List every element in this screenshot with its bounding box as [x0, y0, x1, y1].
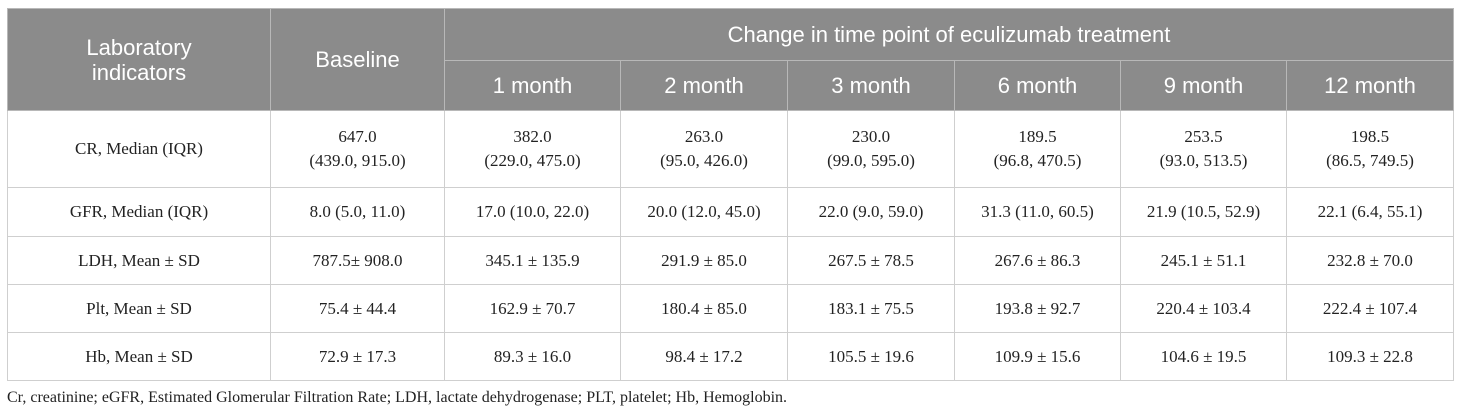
- table-cell: 291.9 ± 85.0: [620, 236, 788, 285]
- table-cell: 245.1 ± 51.1: [1120, 236, 1287, 285]
- row-label: GFR, Median (IQR): [7, 187, 271, 237]
- table-cell: 222.4 ± 107.4: [1286, 284, 1454, 333]
- table-row: LDH, Mean ± SD 787.5± 908.0 345.1 ± 135.9 2…: [7, 236, 1454, 285]
- table-row: CR, Median (IQR) 647.0 (439.0, 915.0) 382.0…: [7, 110, 1454, 188]
- table-cell: 20.0 (12.0, 45.0): [620, 187, 788, 237]
- table-cell: 647.0 (439.0, 915.0): [270, 110, 445, 188]
- cell-line: (86.5, 749.5): [1326, 151, 1414, 170]
- table-cell: 232.8 ± 70.0: [1286, 236, 1454, 285]
- table-cell: 104.6 ± 19.5: [1120, 332, 1287, 381]
- cell-line: (96.8, 470.5): [993, 151, 1082, 170]
- header-cell: Laboratory indicators: [7, 8, 271, 111]
- cell-line: 230.0: [851, 127, 891, 146]
- table-cell: 230.0 (99.0, 595.0): [787, 110, 955, 188]
- cell-line: (93.0, 513.5): [1159, 151, 1248, 170]
- table-cell: 98.4 ± 17.2: [620, 332, 788, 381]
- table-cell: 105.5 ± 19.6: [787, 332, 955, 381]
- table-cell: 787.5± 908.0: [270, 236, 445, 285]
- table-row: Hb, Mean ± SD 72.9 ± 17.3 89.3 ± 16.0 98.4 …: [7, 332, 1454, 381]
- cell-line: (99.0, 595.0): [827, 151, 915, 170]
- table-cell: 345.1 ± 135.9: [444, 236, 621, 285]
- table-cell: 109.3 ± 22.8: [1286, 332, 1454, 381]
- table-cell: 253.5 (93.0, 513.5): [1120, 110, 1287, 188]
- row-label: Plt, Mean ± SD: [7, 284, 271, 333]
- header-cell: 6 month: [954, 60, 1121, 111]
- header-cell: 1 month: [444, 60, 621, 111]
- table-cell: 180.4 ± 85.0: [620, 284, 788, 333]
- table-cell: 263.0 (95.0, 426.0): [620, 110, 788, 188]
- cell-line: 263.0: [684, 127, 724, 146]
- table-cell: 72.9 ± 17.3: [270, 332, 445, 381]
- table-cell: 198.5 (86.5, 749.5): [1286, 110, 1454, 188]
- table-cell: 22.0 (9.0, 59.0): [787, 187, 955, 237]
- table-cell: 193.8 ± 92.7: [954, 284, 1121, 333]
- cell-line: (439.0, 915.0): [309, 151, 406, 170]
- table-cell: 31.3 (11.0, 60.5): [954, 187, 1121, 237]
- header-cell: 12 month: [1286, 60, 1454, 111]
- cell-line: 647.0: [338, 127, 377, 146]
- table-wrap: Laboratory indicators Baseline Change in…: [7, 8, 1454, 381]
- footnote: Cr, creatinine; eGFR, Estimated Glomerul…: [7, 389, 788, 406]
- table-cell: 382.0 (229.0, 475.0): [444, 110, 621, 188]
- header-row: Laboratory indicators Baseline Change in…: [7, 8, 1454, 111]
- table-cell: 220.4 ± 103.4: [1120, 284, 1287, 333]
- header-cell: 2 month: [620, 60, 788, 111]
- table-head: Laboratory indicators Baseline Change in…: [7, 8, 1454, 111]
- table-row: Plt, Mean ± SD 75.4 ± 44.4 162.9 ± 70.7 180…: [7, 284, 1454, 333]
- table-row: GFR, Median (IQR) 8.0 (5.0, 11.0) 17.0 (10…: [7, 187, 1454, 237]
- cell-line: 253.5: [1184, 127, 1223, 146]
- table-cell: 8.0 (5.0, 11.0): [270, 187, 445, 237]
- table-cell: 162.9 ± 70.7: [444, 284, 621, 333]
- data-table: Laboratory indicators Baseline Change in…: [7, 8, 1454, 381]
- table-cell: 189.5 (96.8, 470.5): [954, 110, 1121, 188]
- table-body: CR, Median (IQR) 647.0 (439.0, 915.0) 382.0…: [7, 110, 1454, 381]
- header-cell: Baseline: [270, 8, 445, 111]
- row-label: Hb, Mean ± SD: [7, 332, 271, 381]
- table-cell: 109.9 ± 15.6: [954, 332, 1121, 381]
- table-cell: 89.3 ± 16.0: [444, 332, 621, 381]
- table-cell: 267.5 ± 78.5: [787, 236, 955, 285]
- cell-line: 198.5: [1350, 127, 1390, 146]
- cell-line: (229.0, 475.0): [484, 151, 581, 170]
- header-cell: Change in time point of eculizumab treat…: [444, 8, 1454, 61]
- table-cell: 17.0 (10.0, 22.0): [444, 187, 621, 237]
- table-cell: 183.1 ± 75.5: [787, 284, 955, 333]
- table-cell: 267.6 ± 86.3: [954, 236, 1121, 285]
- table-cell: 21.9 (10.5, 52.9): [1120, 187, 1287, 237]
- header-cell: 3 month: [787, 60, 955, 111]
- row-label: CR, Median (IQR): [7, 110, 271, 188]
- header-row: 1 month 2 month 3 month 6 month 9 month 12 mo…: [8, 60, 1454, 111]
- header-cell: 9 month: [1120, 60, 1287, 111]
- table-cell: 22.1 (6.4, 55.1): [1286, 187, 1454, 237]
- row-label: LDH, Mean ± SD: [7, 236, 271, 285]
- cell-line: 189.5: [1018, 127, 1057, 146]
- cell-line: 382.0: [513, 127, 552, 146]
- cell-line: (95.0, 426.0): [660, 151, 748, 170]
- table-cell: 75.4 ± 44.4: [270, 284, 445, 333]
